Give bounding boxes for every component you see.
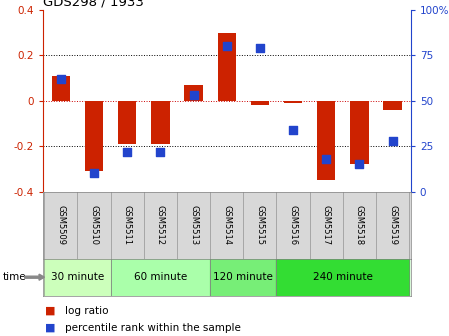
Text: 240 minute: 240 minute <box>313 272 373 282</box>
Bar <box>317 101 335 180</box>
Text: ■: ■ <box>45 306 55 316</box>
Text: GSM5518: GSM5518 <box>355 205 364 245</box>
Text: GSM5515: GSM5515 <box>255 205 264 245</box>
Text: 30 minute: 30 minute <box>51 272 104 282</box>
Text: ■: ■ <box>45 323 55 333</box>
Text: time: time <box>2 272 26 282</box>
Bar <box>118 101 136 144</box>
Text: GSM5510: GSM5510 <box>89 205 99 245</box>
Point <box>123 149 131 154</box>
Text: GSM5511: GSM5511 <box>123 205 132 245</box>
Point <box>190 93 197 98</box>
Text: GSM5509: GSM5509 <box>57 205 66 245</box>
Bar <box>85 101 103 171</box>
Text: 60 minute: 60 minute <box>134 272 187 282</box>
Bar <box>218 33 236 101</box>
Text: GSM5513: GSM5513 <box>189 205 198 245</box>
Point <box>91 171 98 176</box>
Bar <box>383 101 402 110</box>
Text: log ratio: log ratio <box>65 306 109 316</box>
Bar <box>251 101 269 106</box>
Point <box>256 45 264 51</box>
Text: 120 minute: 120 minute <box>213 272 273 282</box>
Bar <box>210 259 277 296</box>
Text: GSM5517: GSM5517 <box>322 205 331 245</box>
Text: GDS298 / 1933: GDS298 / 1933 <box>43 0 144 9</box>
Point <box>323 156 330 162</box>
Bar <box>185 85 202 101</box>
Bar <box>110 259 210 296</box>
Bar <box>350 101 369 164</box>
Bar <box>151 101 170 144</box>
Text: GSM5512: GSM5512 <box>156 205 165 245</box>
Point <box>389 138 396 143</box>
Bar <box>52 76 70 101</box>
Text: GSM5514: GSM5514 <box>222 205 231 245</box>
Bar <box>277 259 409 296</box>
Point <box>157 149 164 154</box>
Point <box>290 127 297 132</box>
Point <box>223 44 230 49</box>
Text: GSM5516: GSM5516 <box>289 205 298 245</box>
Text: GSM5519: GSM5519 <box>388 205 397 245</box>
Bar <box>44 259 110 296</box>
Point <box>57 76 65 82</box>
Text: percentile rank within the sample: percentile rank within the sample <box>65 323 241 333</box>
Point <box>356 162 363 167</box>
Bar <box>284 101 302 103</box>
